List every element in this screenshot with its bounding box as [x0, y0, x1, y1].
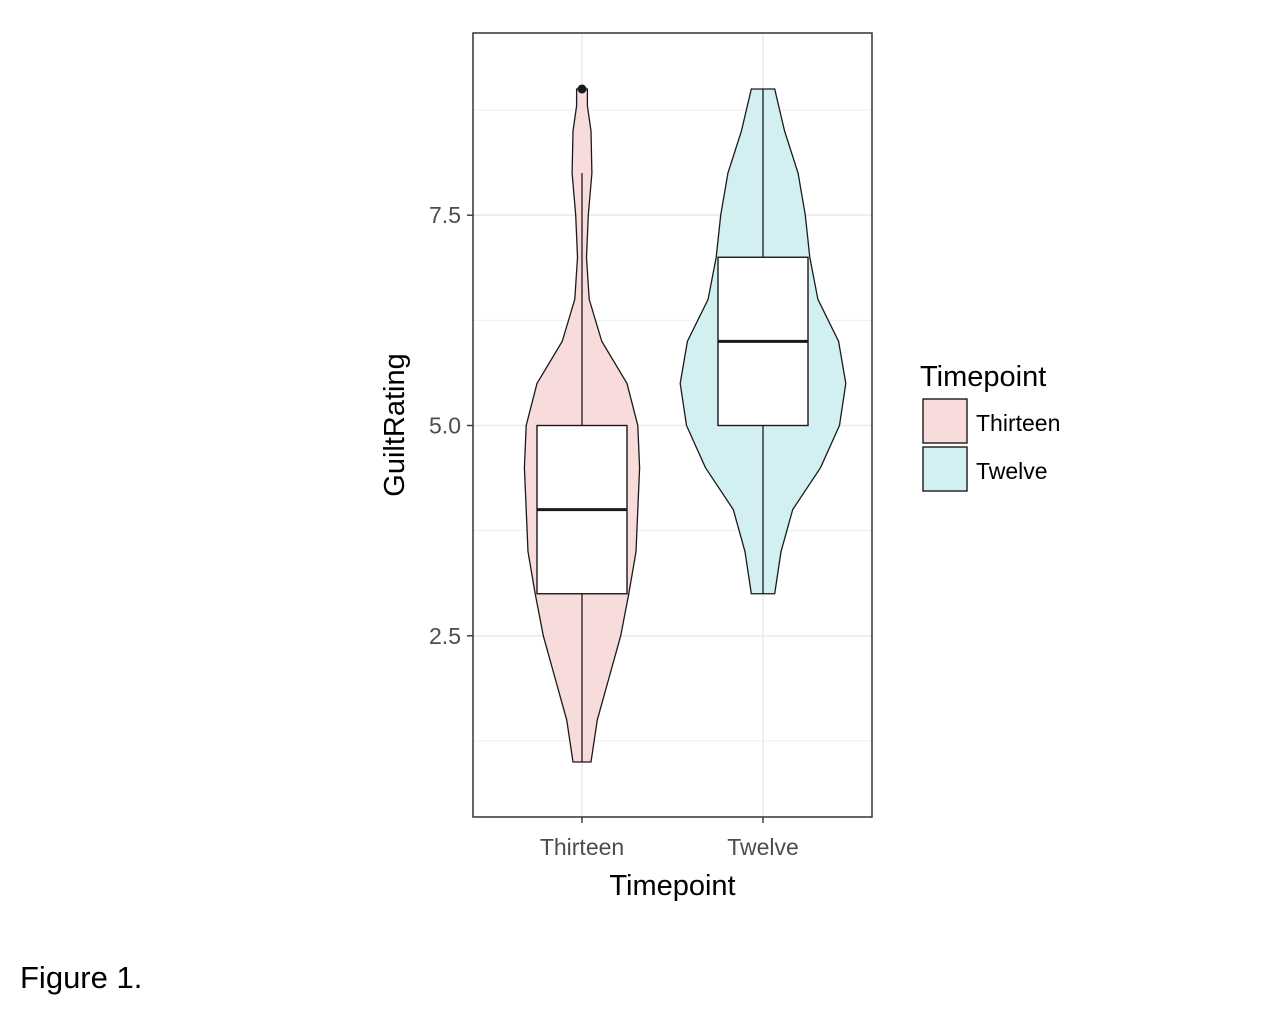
legend: Timepoint Thirteen Twelve — [920, 361, 1060, 492]
figure-caption: Figure 1. — [20, 960, 143, 995]
legend-key-thirteen — [922, 398, 968, 444]
y-tick-label: 7.5 — [429, 202, 461, 228]
x-tick-label: Twelve — [727, 834, 799, 860]
x-axis-title: Timepoint — [609, 870, 735, 902]
legend-title: Timepoint — [920, 361, 1046, 393]
y-tick-label: 5.0 — [429, 413, 461, 439]
legend-key-twelve — [922, 446, 968, 492]
axis-layer: 2.5 5.0 7.5 Thirteen Twelve — [429, 202, 799, 860]
legend-label-twelve: Twelve — [976, 458, 1048, 484]
y-axis-title: GuiltRating — [379, 353, 411, 496]
x-tick-label: Thirteen — [540, 834, 624, 860]
box-layer — [536, 84, 809, 762]
legend-label-thirteen: Thirteen — [976, 410, 1060, 436]
outlier-point-thirteen — [577, 84, 587, 94]
y-tick-label: 2.5 — [429, 623, 461, 649]
